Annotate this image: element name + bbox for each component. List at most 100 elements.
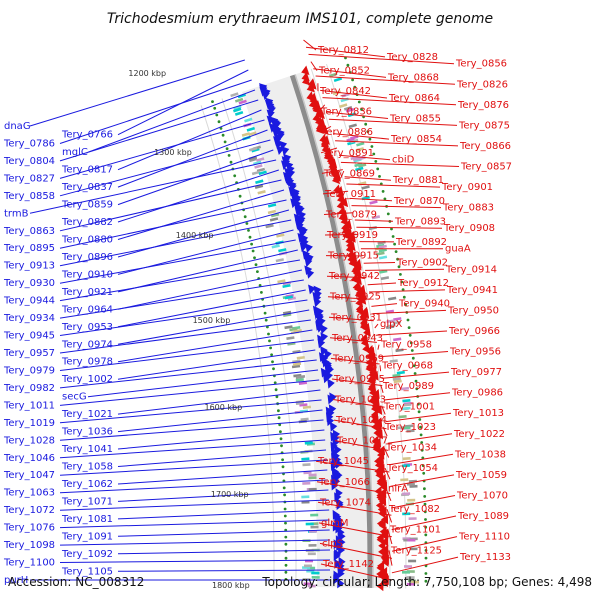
leader-line-right xyxy=(333,133,390,140)
forward-gene-arrow xyxy=(301,65,310,76)
cog-tick xyxy=(400,478,409,482)
forward-gene-arrow xyxy=(306,82,315,93)
cog-tick xyxy=(408,517,417,521)
gene-label-right: Tery_0989 xyxy=(382,381,434,392)
leader-line-right xyxy=(329,337,377,343)
guide-arc xyxy=(200,105,275,587)
leader-line-right xyxy=(371,303,398,307)
gc-dot xyxy=(383,197,387,201)
leader-line-left xyxy=(59,559,331,563)
leader-line-left xyxy=(59,539,330,546)
leader-line-left xyxy=(117,389,321,415)
gc-dot xyxy=(223,140,227,144)
forward-gene-arrow xyxy=(367,346,376,357)
leader-line-right xyxy=(322,190,349,195)
cog-tick xyxy=(296,375,306,379)
gene-label-right: Tery_0942 xyxy=(328,271,380,282)
reverse-gene-arrow xyxy=(323,373,331,384)
cog-tick xyxy=(402,512,411,516)
leader-line-left xyxy=(117,549,331,555)
leader-line-right xyxy=(316,481,391,495)
gc-dot xyxy=(269,346,272,350)
gc-dot xyxy=(409,341,413,345)
cog-tick xyxy=(302,463,311,467)
leader-line-right xyxy=(349,197,393,202)
leader-line-left xyxy=(59,339,314,371)
gene-label-left: Tery_1091 xyxy=(61,531,113,542)
gene-label-right: Tery_1074 xyxy=(319,497,371,508)
gene-label-left: Tery_1076 xyxy=(3,523,55,534)
gene-label-right: Tery_0881 xyxy=(392,175,444,186)
gene-label-left: Tery_0880 xyxy=(61,235,113,246)
accession-text: Accession: NC_008312 xyxy=(8,575,144,589)
leader-line-left xyxy=(29,159,277,214)
gc-dot xyxy=(281,458,284,462)
cog-tick xyxy=(310,525,319,529)
gene-label-right: Tery_0915 xyxy=(327,251,379,262)
leader-line-right xyxy=(381,371,450,379)
forward-gene-arrow xyxy=(380,577,388,588)
cog-tick xyxy=(311,576,320,579)
cog-tick xyxy=(393,379,402,384)
cog-tick xyxy=(407,498,416,502)
leader-line-left xyxy=(59,399,322,424)
cog-tick xyxy=(376,243,385,248)
forward-gene-arrow xyxy=(380,567,388,578)
gene-label-left: Tery_1058 xyxy=(61,462,113,473)
gene-label-right: Tery_0966 xyxy=(448,326,500,337)
cog-tick xyxy=(230,92,239,98)
gc-dot xyxy=(227,154,231,157)
gene-label-left: Tery_1019 xyxy=(3,418,55,429)
cog-tick xyxy=(358,163,367,168)
reverse-gene-arrow xyxy=(329,421,338,432)
gene-label-right: Tery_1070 xyxy=(456,491,508,502)
gc-dot xyxy=(424,572,428,575)
gene-label-left: Tery_1011 xyxy=(3,400,55,411)
leader-line-left xyxy=(59,499,329,511)
gene-label-right: Tery_0893 xyxy=(394,216,446,227)
gene-label-left: Tery_1100 xyxy=(3,558,55,569)
leader-line-left xyxy=(117,529,330,537)
gene-label-right: Tery_1001 xyxy=(383,401,435,412)
gc-dot xyxy=(260,291,263,294)
gene-label-left: Tery_0895 xyxy=(3,243,55,254)
cog-tick xyxy=(258,170,267,176)
gc-dot xyxy=(417,402,420,406)
gc-dot xyxy=(279,430,282,434)
gene-label-left: Tery_0804 xyxy=(3,156,55,167)
feature-tracks xyxy=(211,56,428,592)
leader-line-right xyxy=(375,330,448,336)
leader-line-right xyxy=(315,460,390,473)
gc-dot xyxy=(372,152,376,156)
scale-label: 1600 kbp xyxy=(204,403,242,412)
reverse-gene-arrow xyxy=(333,550,341,561)
gc-dot xyxy=(283,493,286,497)
reverse-gene-arrow xyxy=(327,378,335,389)
leader-line-right xyxy=(372,309,447,315)
gc-dot xyxy=(394,250,398,254)
leader-line-right xyxy=(318,104,326,113)
scale-label: 1500 kbp xyxy=(193,316,231,325)
scale-label: 1800 kbp xyxy=(212,581,250,590)
gene-label-right: Tery_0879 xyxy=(325,210,377,221)
gc-dot xyxy=(393,242,396,246)
leader-line-right xyxy=(322,97,457,106)
gene-label-right: Tery_1101 xyxy=(389,525,441,536)
cog-tick xyxy=(267,203,277,208)
cog-tick xyxy=(371,215,381,220)
gc-dot xyxy=(264,318,268,322)
leader-line-right xyxy=(313,68,387,78)
gc-dot xyxy=(374,160,378,163)
leader-line-left xyxy=(117,189,285,240)
leader-line-left xyxy=(117,469,328,485)
gc-dot xyxy=(233,174,237,178)
gc-dot xyxy=(381,190,385,193)
gc-dot xyxy=(391,235,395,238)
cog-tick xyxy=(392,377,401,381)
cog-tick xyxy=(284,325,293,330)
gc-dot xyxy=(411,356,415,360)
gene-label-right: Tery_1089 xyxy=(457,511,509,522)
gc-dot xyxy=(417,410,421,414)
gc-dot xyxy=(423,510,427,514)
